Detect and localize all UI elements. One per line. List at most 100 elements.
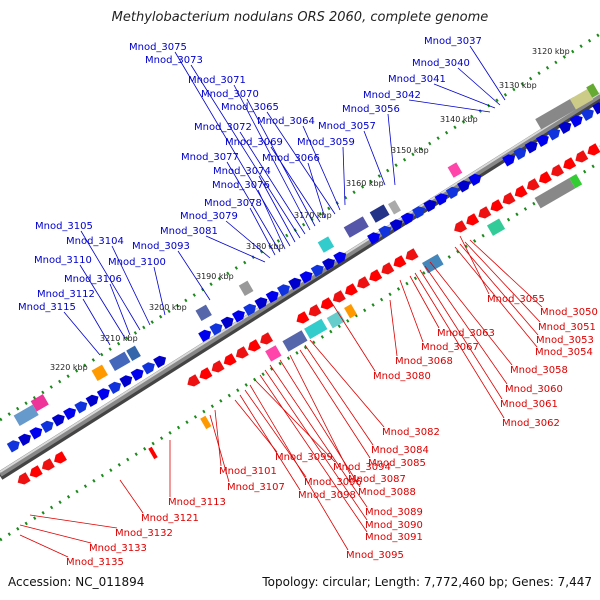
reverse-gene-label: Mnod_3054 (535, 347, 593, 358)
forward-gene-label: Mnod_3071 (188, 75, 246, 86)
forward-gene-arrow (434, 193, 448, 206)
forward-gene-arrow (333, 251, 347, 264)
reverse-gene-label: Mnod_3107 (227, 482, 285, 493)
reverse-gene-arrow (514, 185, 528, 198)
reverse-gene-label: Mnod_3099 (275, 452, 333, 463)
reverse-gene-label: Mnod_3087 (348, 474, 406, 485)
forward-feature-block (91, 364, 108, 382)
forward-gene-label: Mnod_3057 (318, 121, 376, 132)
reverse-gene-arrow (563, 157, 577, 170)
scale-tick-label: 3180 kbp (246, 242, 284, 251)
reverse-gene-label: Mnod_3050 (540, 307, 598, 318)
forward-gene-label: Mnod_3077 (181, 152, 239, 163)
reverse-gene-label: Mnod_3089 (365, 507, 423, 518)
forward-gene-arrow (524, 141, 538, 154)
reverse-gene-label: Mnod_3096 (304, 477, 362, 488)
scale-tick-label: 3150 kbp (391, 146, 429, 155)
reverse-feature-block (304, 318, 328, 340)
forward-gene-arrow (130, 368, 144, 381)
reverse-gene-arrow (17, 472, 31, 485)
forward-leader-line (469, 45, 506, 101)
forward-leader-line (266, 111, 336, 215)
reverse-leader-line (329, 299, 376, 372)
reverse-leader-line (289, 354, 351, 475)
reverse-leader-line (414, 272, 505, 419)
forward-leader-line (249, 207, 276, 256)
reverse-gene-label: Mnod_3063 (437, 328, 495, 339)
reverse-gene-arrow (260, 332, 274, 345)
reverse-gene-label: Mnod_3068 (395, 356, 453, 367)
forward-leader-line (302, 125, 341, 211)
reverse-leader-line (464, 241, 541, 323)
forward-leader-line (153, 266, 166, 316)
forward-leader-line (226, 161, 281, 253)
forward-gene-arrow (535, 134, 549, 147)
reverse-leader-line (209, 414, 230, 483)
reverse-leader-line (389, 299, 398, 357)
forward-leader-line (80, 230, 141, 331)
forward-gene-label: Mnod_3079 (180, 211, 238, 222)
forward-gene-arrow (468, 173, 482, 186)
forward-gene-arrow (265, 290, 279, 303)
reverse-leader-line (459, 235, 490, 295)
forward-gene-label: Mnod_3115 (18, 302, 76, 313)
reverse-gene-label: Mnod_3132 (115, 528, 173, 539)
forward-gene-label: Mnod_3072 (194, 122, 252, 133)
reverse-leader-line (19, 524, 92, 544)
reverse-gene-label: Mnod_3082 (382, 427, 440, 438)
forward-gene-arrow (277, 284, 290, 297)
reverse-leader-line (259, 374, 368, 533)
topology-text: Topology: circular; Length: 7,772,460 bp… (262, 575, 592, 589)
forward-feature-block (569, 89, 594, 110)
forward-feature-block (388, 200, 401, 215)
reverse-gene-label: Mnod_3095 (346, 550, 404, 561)
forward-gene-arrow (513, 147, 527, 160)
reverse-gene-arrow (357, 276, 371, 289)
reverse-gene-arrow (538, 171, 552, 184)
reverse-leader-line (454, 246, 538, 348)
forward-leader-line (246, 98, 316, 227)
forward-gene-arrow (310, 264, 324, 277)
forward-feature-block (108, 351, 131, 372)
forward-gene-label: Mnod_3069 (225, 137, 283, 148)
reverse-gene-label: Mnod_3084 (371, 445, 429, 456)
reverse-gene-arrow (199, 367, 213, 380)
forward-gene-label: Mnod_3112 (37, 289, 95, 300)
reverse-gene-arrow (454, 220, 468, 233)
forward-feature-block (126, 345, 141, 362)
forward-leader-line (307, 162, 326, 219)
reverse-leader-line (29, 514, 118, 529)
forward-gene-arrow (569, 115, 583, 128)
forward-gene-label: Mnod_3100 (108, 257, 166, 268)
forward-leader-line (111, 245, 151, 326)
reverse-gene-label: Mnod_3062 (502, 418, 560, 429)
forward-gene-arrow (231, 310, 245, 323)
forward-leader-line (258, 175, 296, 243)
reverse-leader-line (244, 389, 307, 478)
forward-leader-line (342, 146, 346, 206)
reverse-gene-arrow (320, 297, 334, 310)
forward-gene-label: Mnod_3106 (64, 274, 122, 285)
forward-gene-arrow (220, 316, 234, 329)
reverse-leader-line (254, 379, 336, 463)
reverse-feature-block (265, 345, 282, 362)
forward-leader-line (257, 189, 286, 250)
reverse-gene-arrow (41, 458, 55, 471)
reverse-gene-label: Mnod_3091 (365, 532, 423, 543)
reverse-feature-block (422, 253, 444, 274)
scale-tick-label: 3170 kbp (294, 211, 332, 220)
reverse-feature-block (282, 330, 308, 352)
forward-gene-arrow (96, 388, 110, 401)
forward-gene-label: Mnod_3073 (145, 55, 203, 66)
forward-gene-label: Mnod_3040 (412, 58, 470, 69)
forward-gene-arrow (445, 186, 459, 199)
reverse-leader-line (279, 359, 361, 488)
reverse-gene-arrow (296, 311, 310, 324)
reverse-gene-label: Mnod_3061 (500, 399, 558, 410)
reverse-gene-label: Mnod_3055 (487, 294, 545, 305)
forward-gene-arrow (547, 128, 561, 141)
forward-leader-line (190, 64, 301, 239)
reverse-feature-block (148, 446, 158, 460)
